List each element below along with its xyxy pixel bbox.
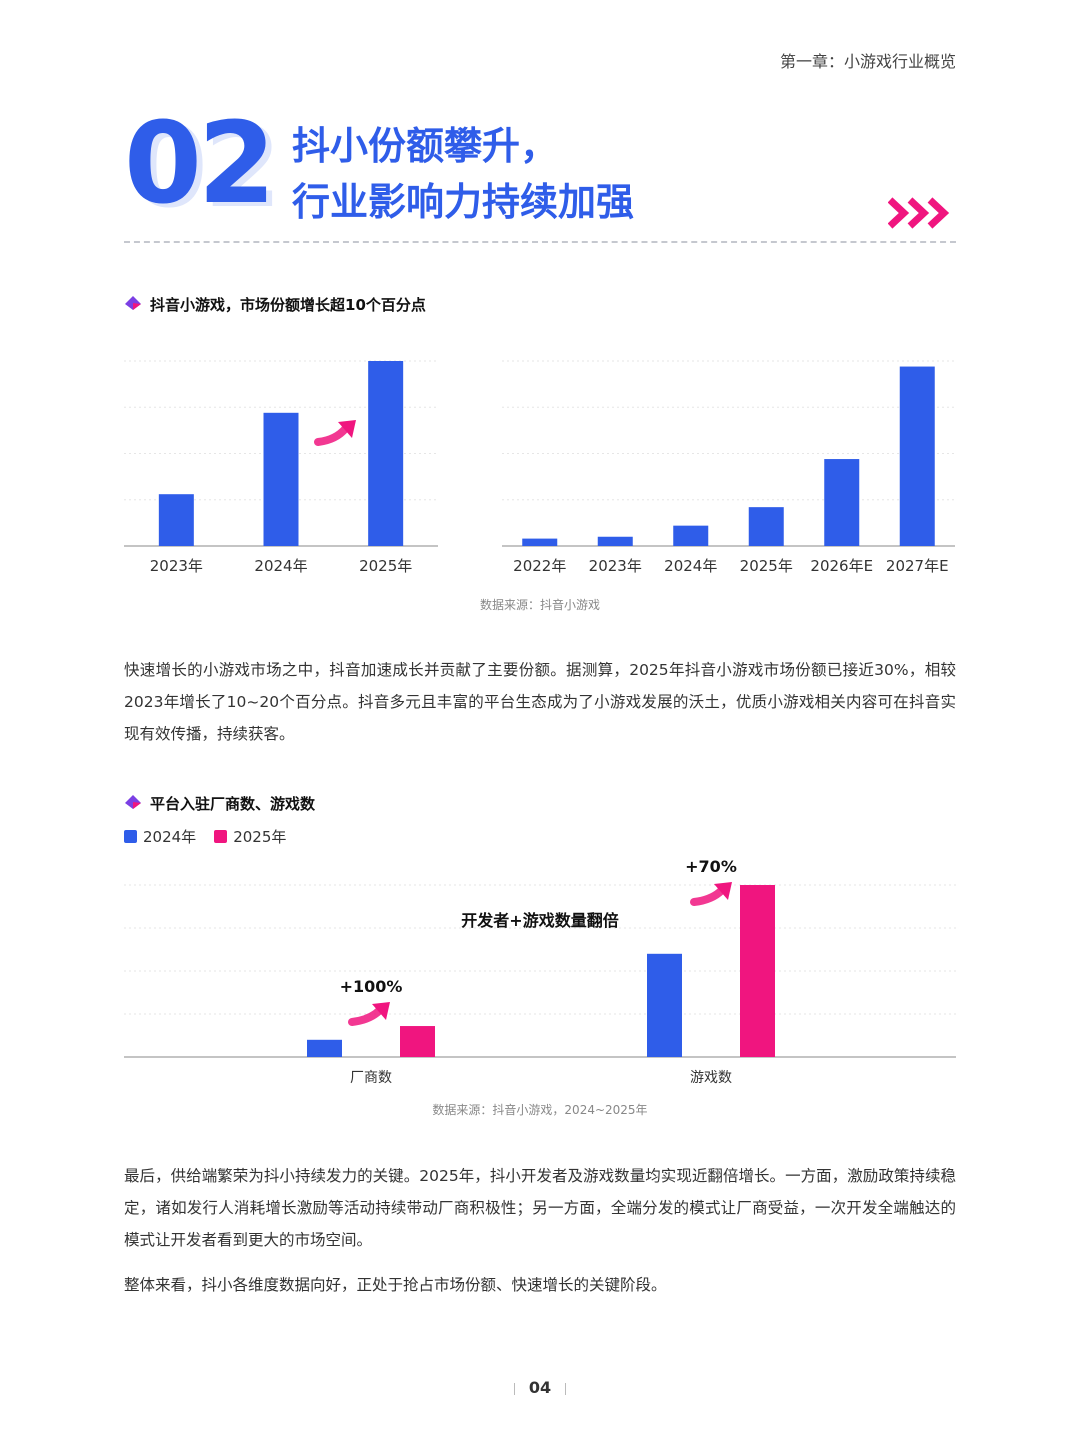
page-number-divider (513, 1382, 515, 1395)
chart1-left-plot: 2023年 2024年 2025年 (124, 360, 438, 575)
chart2-legend: 2024年 2025年 (124, 826, 304, 847)
diamond-bullet-icon (124, 295, 142, 315)
paragraph-3: 整体来看，抖小各维度数据向好，正处于抢占市场份额、快速增长的关键阶段。 (124, 1276, 667, 1294)
arrow-up-right-icon (690, 882, 732, 906)
chart2-svg: 厂商数 游戏数 开发者+游戏数量翻倍 +100% +70% (124, 857, 956, 1086)
chart1-left-tick-label: 2025年 (359, 557, 412, 575)
chart1-title-text: 抖音小游戏，市场份额增长超10个百分点 (150, 296, 426, 314)
chart1-right-bar (597, 536, 633, 546)
chart2-source: 数据来源：抖音小游戏，2024~2025年 (432, 1103, 648, 1117)
chart1-right-plot: 2022年 2023年 2024年 2025年 2026年E 2027年E (502, 360, 955, 575)
chart2-bar-series1 (307, 1039, 342, 1057)
chart1-left-bar (368, 361, 404, 546)
paragraph-2: 最后，供给端繁荣为抖小持续发力的关键。2025年，抖小开发者及游戏数量均实现近翻… (124, 1167, 956, 1249)
section-title-line1: 抖小份额攀升， (292, 124, 559, 168)
legend-item-2025: 2025年 (214, 826, 286, 847)
chart1-right-bar (899, 366, 935, 546)
chart1-right-tick-label: 2024年 (664, 557, 717, 575)
legend-label: 2024年 (143, 828, 197, 846)
page-number-text: 04 (528, 1378, 552, 1397)
chart2-bar-series2 (740, 885, 775, 1057)
chart1-right-tick-label: 2023年 (589, 557, 642, 575)
chart1-right-tick-label: 2027年E (886, 557, 949, 575)
section-number: 02 02 (124, 108, 282, 224)
chart2-annotation-b: +70% (685, 857, 737, 876)
chart1-left-tick-label: 2023年 (150, 557, 203, 575)
chart1-svg: 2023年 2024年 2025年 2022年 2023年 2024年 2025年 2026… (124, 360, 955, 575)
arrow-up-right-icon (314, 420, 356, 446)
chart1-right-tick-label: 2025年 (740, 557, 793, 575)
chart1-right-tick-label: 2026年E (810, 557, 873, 575)
chart1-right-bar (522, 538, 558, 546)
chart2-tick-label: 游戏数 (690, 1070, 732, 1086)
chart2-title: 平台入驻厂商数、游戏数 (124, 793, 315, 814)
legend-swatch (214, 830, 228, 843)
page-number-divider (565, 1382, 567, 1395)
chart1-source: 数据来源：抖音小游戏 (479, 598, 600, 612)
chapter-label: 第一章：小游戏行业概览 (779, 52, 956, 71)
page-number: 04 (0, 1378, 1080, 1397)
legend-swatch (124, 830, 137, 843)
chart1-right-bar (824, 459, 860, 546)
legend-item-2024: 2024年 (124, 826, 196, 847)
chart2-tick-label: 厂商数 (350, 1070, 392, 1086)
chart1-left-tick-label: 2024年 (254, 557, 307, 575)
chart2-annotation-main: 开发者+游戏数量翻倍 (461, 911, 618, 930)
chart1-left-bar (158, 494, 194, 546)
chart2-plot: 厂商数 游戏数 (124, 884, 956, 1086)
chart1-right-bar (748, 507, 784, 546)
section-title-line2: 行业影响力持续加强 (292, 180, 635, 224)
chart1-right-bar (673, 525, 709, 546)
chart2-title-text: 平台入驻厂商数、游戏数 (150, 795, 316, 813)
chart2-annotation-a: +100% (340, 977, 403, 996)
diamond-bullet-icon (124, 794, 142, 814)
triple-chevron-right-icon (887, 196, 956, 234)
chart1-left-bar (263, 412, 299, 546)
legend-label: 2025年 (233, 828, 287, 846)
arrow-up-right-icon (348, 1002, 390, 1026)
chart2-bar-series2 (400, 1026, 435, 1057)
chart2-bar-series1 (647, 953, 682, 1057)
section-number-text: 02 (124, 99, 276, 229)
paragraph-1: 快速增长的小游戏市场之中，抖音加速成长并贡献了主要份额。据测算，2025年抖音小… (124, 661, 956, 743)
chart1-right-tick-label: 2022年 (513, 557, 566, 575)
chart1-title: 抖音小游戏，市场份额增长超10个百分点 (124, 294, 426, 315)
section-divider (124, 241, 956, 243)
